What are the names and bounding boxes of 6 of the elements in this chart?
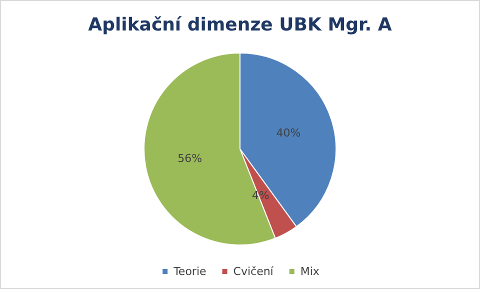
legend-label: Teorie [172, 265, 207, 278]
chart-title: Aplikační dimenze UBK Mgr. A [88, 14, 392, 36]
data-label: 56% [178, 152, 202, 166]
legend-label: Cvičení [233, 265, 274, 278]
data-label: 40% [276, 126, 301, 140]
legend-label: Mix [300, 265, 320, 278]
